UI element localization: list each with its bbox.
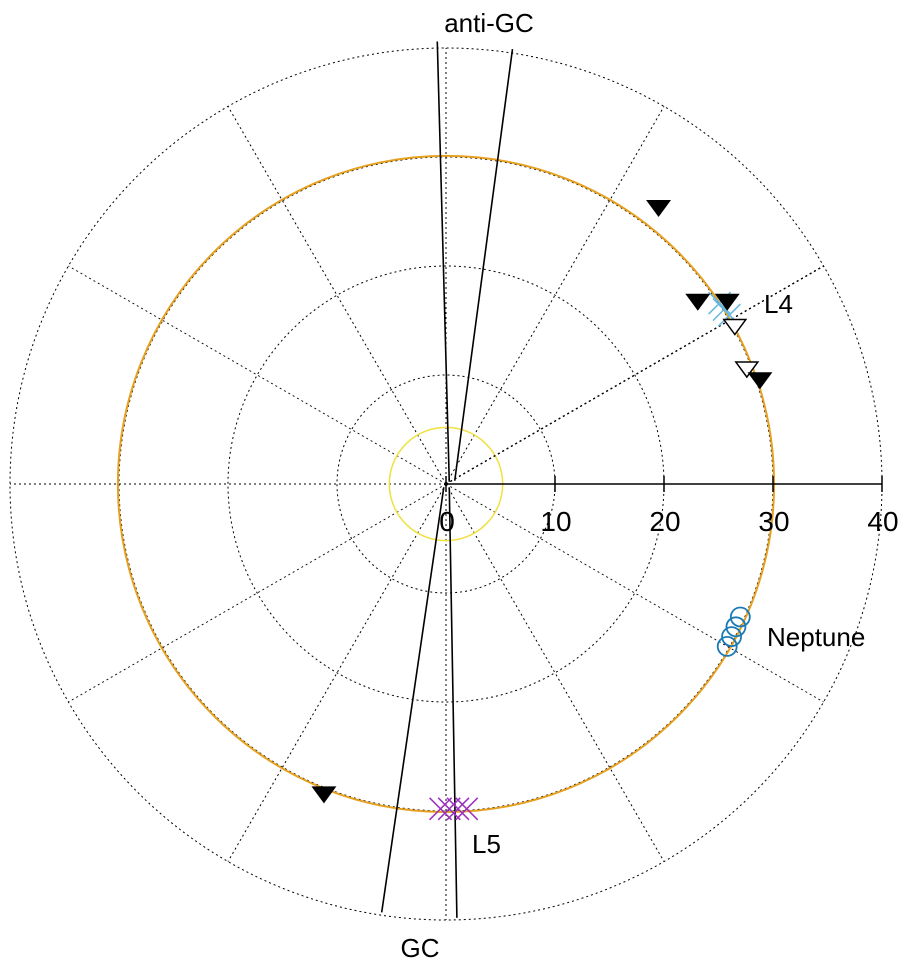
open-triangle-point — [722, 318, 748, 336]
neptune-label: Neptune — [767, 622, 865, 652]
data-points — [311, 199, 773, 821]
gc-label: GC — [401, 933, 440, 963]
l5-point — [429, 797, 453, 821]
neptune-point — [725, 616, 747, 638]
gc-line — [436, 41, 451, 482]
gc-line — [453, 48, 514, 481]
radial-tick-label: 0 — [439, 506, 455, 537]
grid-spoke — [227, 106, 447, 485]
anti-gc-label: anti-GC — [444, 8, 534, 38]
gc-lines — [380, 41, 824, 918]
l5-point — [446, 797, 470, 821]
radial-tick-label: 10 — [540, 506, 571, 537]
open-triangle-point — [734, 361, 760, 379]
radial-tick-label: 40 — [867, 506, 898, 537]
neptune-point — [729, 606, 751, 628]
l5-point — [437, 797, 461, 821]
grid-spoke — [68, 265, 447, 485]
neptune-point — [716, 636, 738, 657]
l5-label: L5 — [472, 829, 501, 859]
l4-label: L4 — [764, 289, 793, 319]
gc-line — [380, 487, 445, 913]
radial-tick-label: 20 — [649, 506, 680, 537]
filled-triangle-point — [646, 199, 672, 217]
filled-triangle-point — [747, 372, 773, 390]
l5-point — [455, 797, 479, 821]
filled-triangle-point — [311, 786, 337, 804]
radial-axis: 0 10 20 30 40 — [439, 476, 899, 537]
gc-line — [448, 487, 458, 918]
filled-triangle-point — [685, 293, 711, 311]
grid-spoke — [445, 483, 665, 862]
neptune-point — [721, 626, 742, 647]
radial-tick-label: 30 — [758, 506, 789, 537]
filled-triangle-point — [714, 293, 740, 311]
